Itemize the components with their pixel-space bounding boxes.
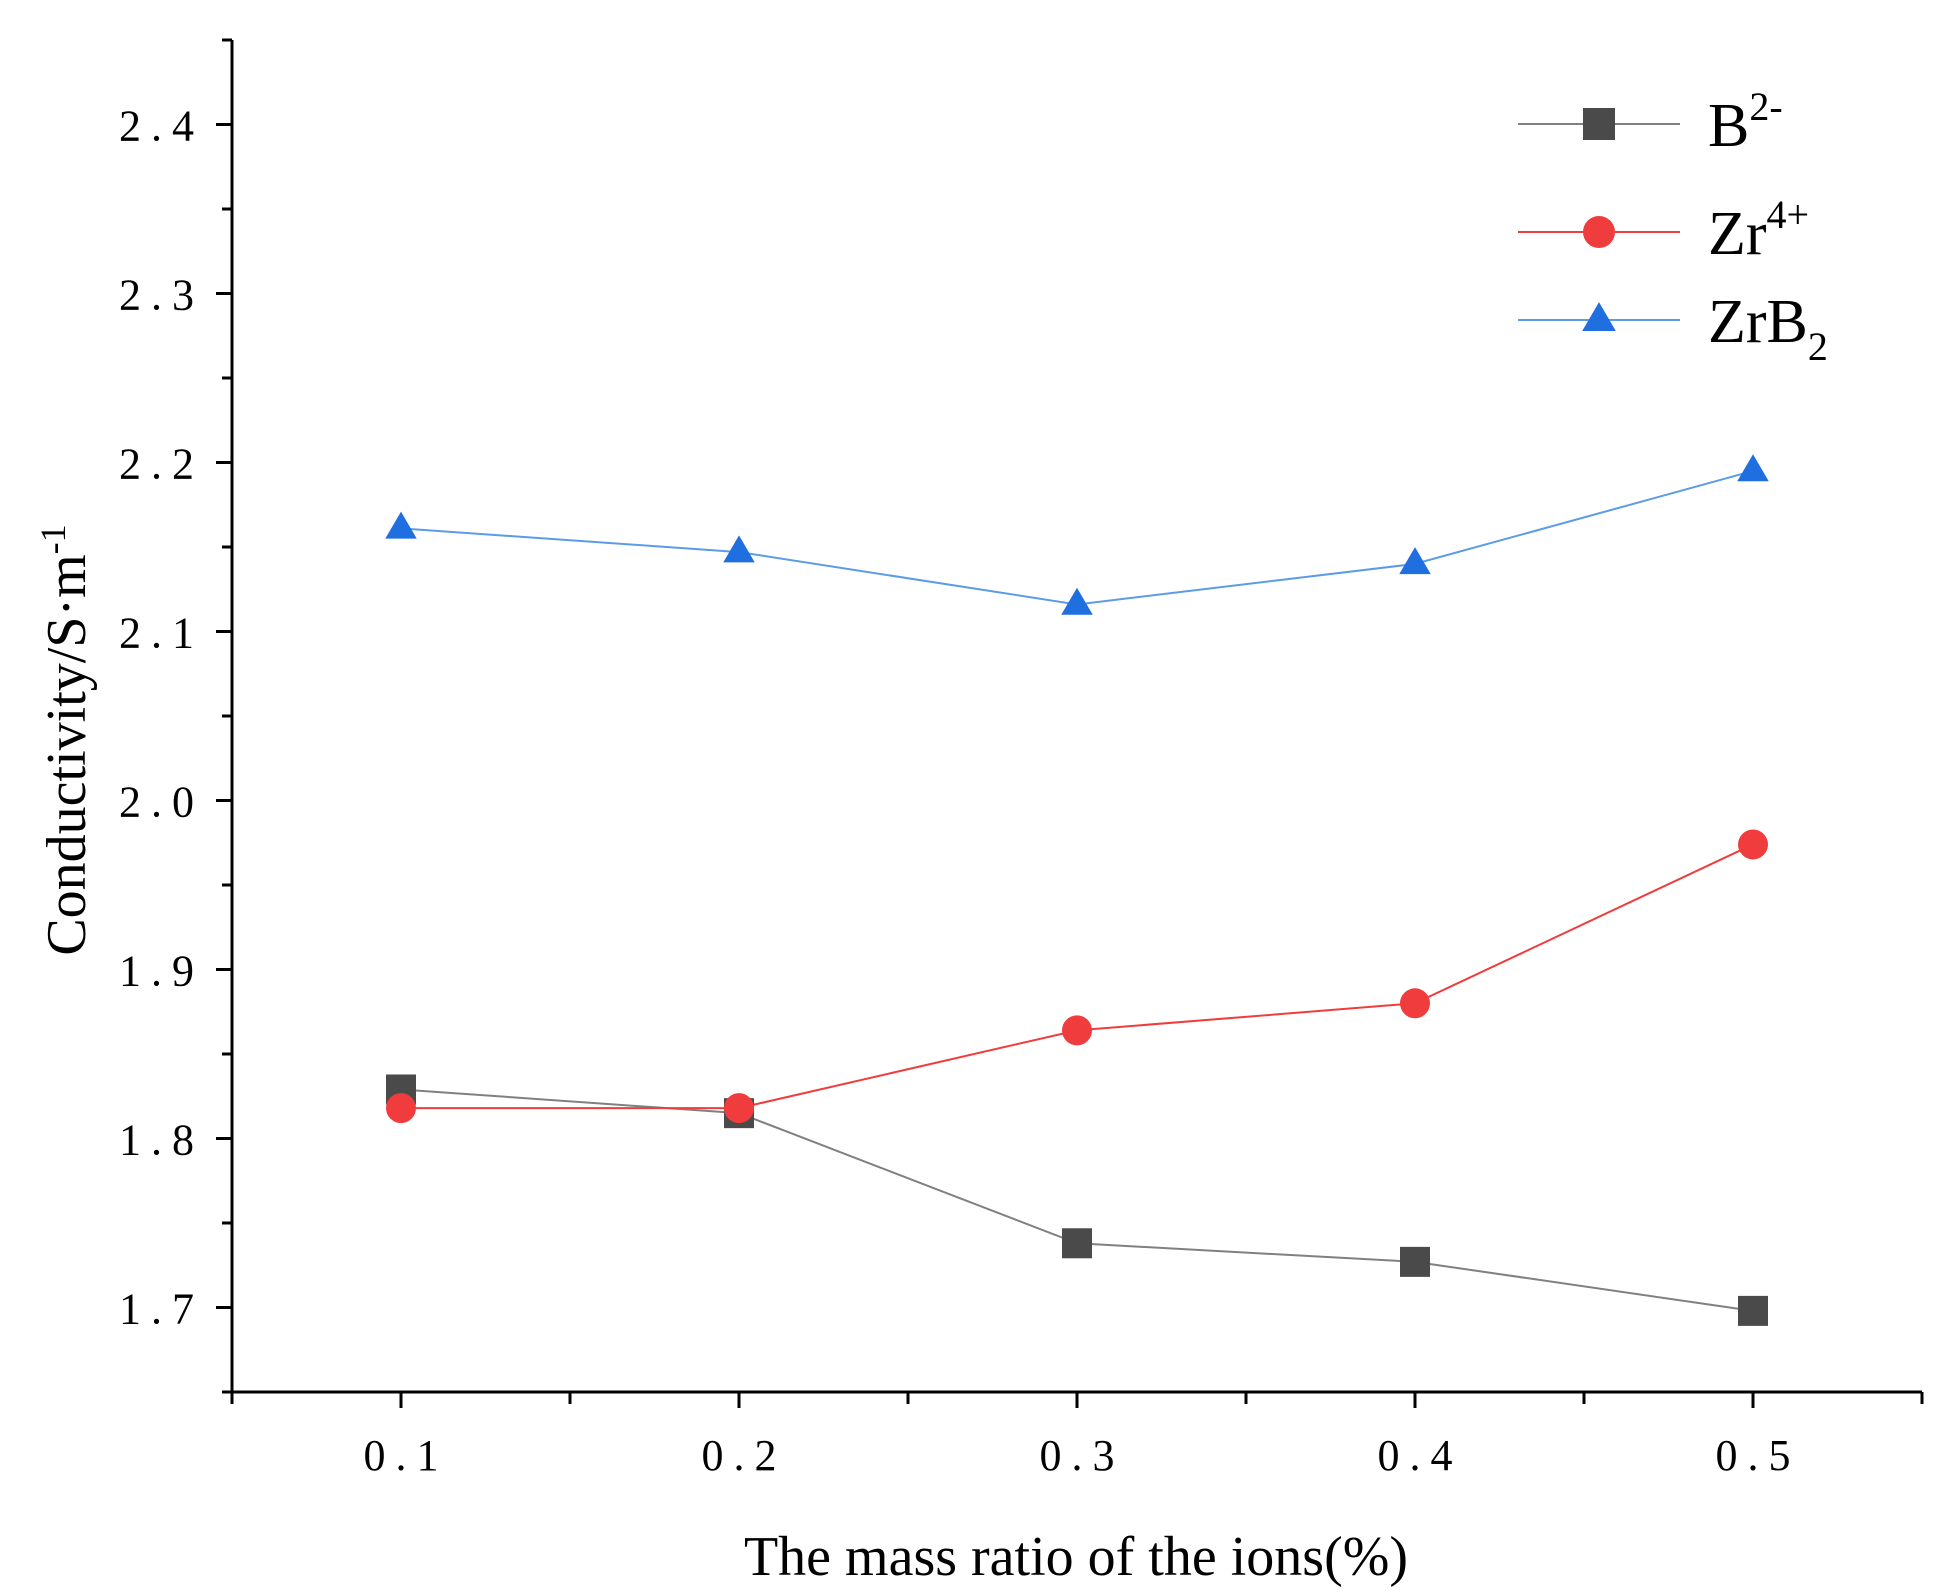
legend-label: ZrB2	[1708, 288, 1828, 369]
legend-marker	[1582, 302, 1616, 331]
x-tick-label: 0.3	[1040, 1431, 1125, 1480]
x-tick-label: 0.2	[702, 1431, 787, 1480]
legend-label-superscript: 2-	[1749, 84, 1782, 129]
legend-label-base: Zr	[1708, 200, 1767, 268]
y-axis-title: Conductivity/S·m-1	[33, 524, 98, 955]
series-line-1	[401, 843, 1754, 1110]
data-point-series-1	[1738, 829, 1768, 860]
x-axis-title: The mass ratio of the ions(%)	[744, 1526, 1408, 1588]
y-tick-label: 1.7	[119, 1285, 204, 1334]
y-tick-label: 2.2	[119, 440, 204, 489]
legend-marker	[1583, 108, 1615, 140]
y-tick-label: 2.3	[119, 271, 204, 320]
legend-label-superscript: 4+	[1767, 192, 1810, 237]
series-markers	[385, 454, 1769, 1326]
y-tick-label: 1.8	[119, 1116, 204, 1165]
series-line-0	[400, 1088, 1754, 1312]
y-tick-label: 1.9	[119, 947, 204, 996]
data-point-series-0	[1738, 1295, 1768, 1326]
x-axis-ticks: 0.1 0.2 0.3 0.4 0.5	[230, 1392, 1924, 1480]
data-point-series-1	[386, 1093, 416, 1124]
data-point-series-2	[385, 511, 417, 539]
legend-label-base: ZrB	[1708, 288, 1808, 356]
data-point-series-1	[1062, 1015, 1092, 1046]
y-tick-label: 2.0	[119, 778, 204, 827]
data-point-series-2	[1061, 587, 1093, 615]
y-axis-ticks: 1.7 1.8 1.9 2.0 2.1 2.2 2.3 2.4	[119, 38, 232, 1394]
legend-label: Zr4+	[1708, 192, 1809, 268]
data-point-series-2	[1737, 454, 1769, 482]
data-point-series-2	[723, 535, 755, 563]
series-line-2	[400, 469, 1754, 606]
y-tick-label: 2.1	[119, 609, 204, 658]
plot-axes	[230, 40, 1922, 1394]
legend: B2-Zr4+ZrB2	[1518, 84, 1828, 369]
data-point-series-0	[1062, 1228, 1092, 1259]
legend-label: B2-	[1708, 84, 1783, 160]
x-tick-label: 0.4	[1378, 1431, 1463, 1480]
y-tick-label: 2.4	[119, 102, 204, 151]
legend-label-base: B	[1708, 92, 1749, 160]
y-axis-title-exponent: -1	[33, 524, 73, 554]
legend-marker	[1583, 216, 1615, 248]
data-point-series-1	[1400, 988, 1430, 1019]
data-point-series-2	[1399, 547, 1431, 575]
data-point-series-0	[1400, 1246, 1430, 1277]
y-axis-title-main: Conductivity/S·m	[36, 554, 98, 955]
legend-label-subscript: 2	[1808, 324, 1828, 369]
x-tick-label: 0.5	[1716, 1431, 1801, 1480]
x-tick-label: 0.1	[364, 1431, 449, 1480]
data-point-series-1	[724, 1093, 754, 1124]
